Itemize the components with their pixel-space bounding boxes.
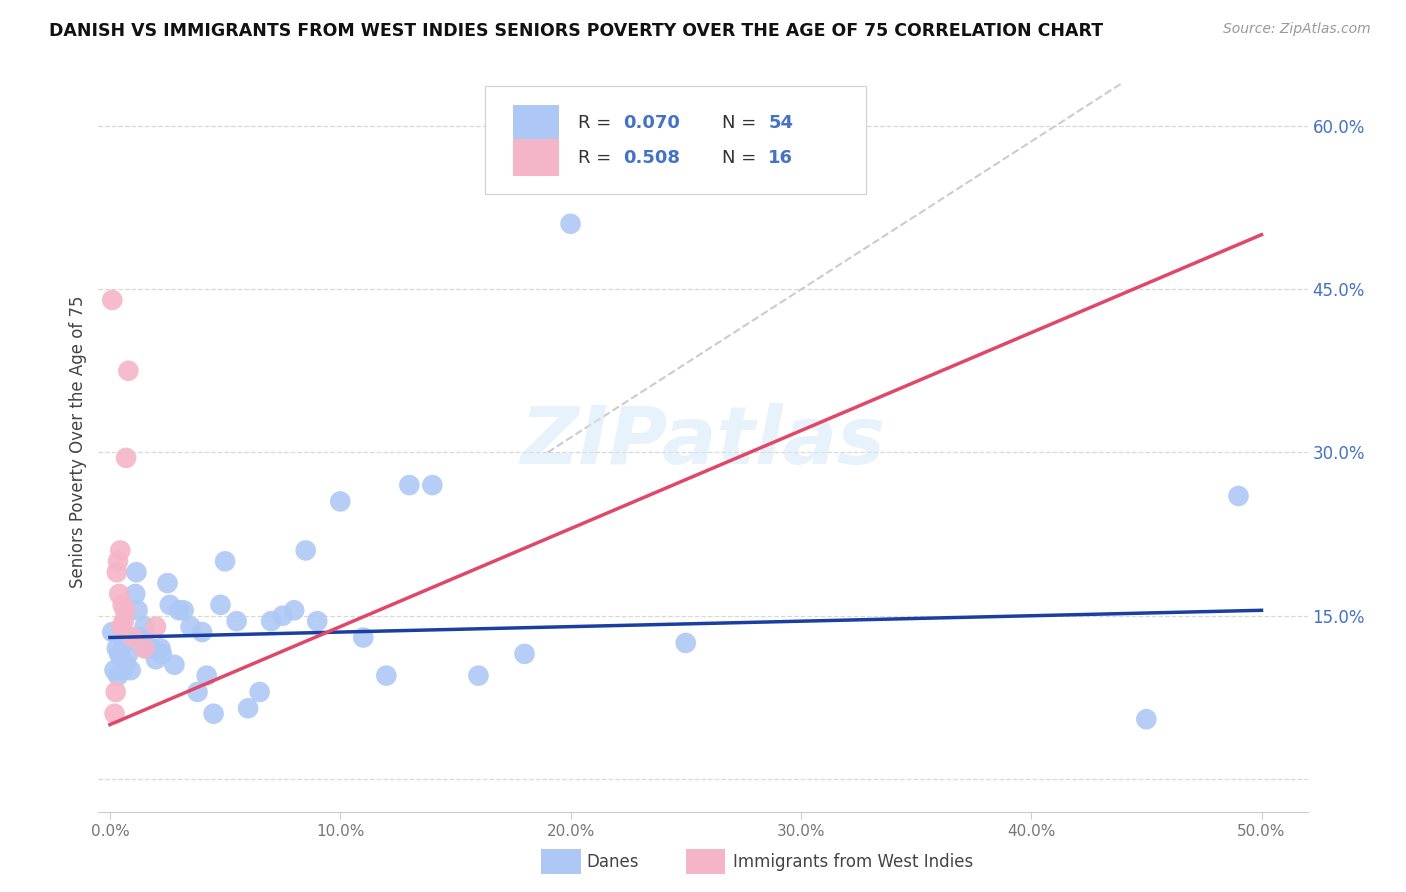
Point bbox=[352, 631, 374, 645]
Point bbox=[112, 636, 135, 650]
Point bbox=[375, 668, 398, 682]
Point bbox=[110, 652, 132, 666]
Point bbox=[120, 663, 142, 677]
Point bbox=[108, 647, 131, 661]
Point bbox=[467, 668, 489, 682]
Point bbox=[283, 603, 305, 617]
Point bbox=[173, 603, 195, 617]
Point bbox=[125, 565, 148, 579]
Point bbox=[103, 706, 125, 721]
Point bbox=[134, 641, 156, 656]
Text: DANISH VS IMMIGRANTS FROM WEST INDIES SENIORS POVERTY OVER THE AGE OF 75 CORRELA: DANISH VS IMMIGRANTS FROM WEST INDIES SE… bbox=[49, 22, 1104, 40]
Point bbox=[1227, 489, 1250, 503]
Point bbox=[294, 543, 316, 558]
Text: 54: 54 bbox=[768, 114, 793, 132]
Point bbox=[307, 614, 329, 628]
Point bbox=[118, 631, 141, 645]
Point bbox=[560, 217, 582, 231]
Point bbox=[115, 450, 138, 465]
Point bbox=[249, 685, 271, 699]
Text: Danes: Danes bbox=[586, 853, 638, 871]
Point bbox=[112, 614, 135, 628]
Point bbox=[110, 543, 132, 558]
Point bbox=[124, 587, 146, 601]
FancyBboxPatch shape bbox=[485, 87, 866, 194]
Point bbox=[202, 706, 225, 721]
Point bbox=[141, 641, 163, 656]
Text: N =: N = bbox=[723, 149, 762, 167]
Text: ZIPatlas: ZIPatlas bbox=[520, 402, 886, 481]
Point bbox=[105, 565, 128, 579]
FancyBboxPatch shape bbox=[513, 139, 560, 177]
Point bbox=[107, 668, 129, 682]
Point bbox=[513, 647, 536, 661]
Y-axis label: Seniors Poverty Over the Age of 75: Seniors Poverty Over the Age of 75 bbox=[69, 295, 87, 588]
Text: R =: R = bbox=[578, 149, 617, 167]
Point bbox=[167, 603, 190, 617]
Point bbox=[329, 494, 352, 508]
Point bbox=[260, 614, 283, 628]
Text: 0.070: 0.070 bbox=[623, 114, 681, 132]
Point bbox=[108, 587, 131, 601]
Point bbox=[163, 657, 186, 672]
Point bbox=[115, 657, 138, 672]
Point bbox=[107, 554, 129, 568]
Point bbox=[101, 625, 124, 640]
Point bbox=[111, 598, 134, 612]
Point bbox=[114, 603, 136, 617]
Point bbox=[122, 631, 145, 645]
Point bbox=[180, 619, 202, 633]
Point bbox=[209, 598, 232, 612]
Point bbox=[214, 554, 236, 568]
Point bbox=[127, 603, 149, 617]
Point bbox=[101, 293, 124, 307]
Point bbox=[105, 641, 128, 656]
Point bbox=[149, 641, 172, 656]
Point bbox=[236, 701, 259, 715]
Text: N =: N = bbox=[723, 114, 762, 132]
Point bbox=[117, 647, 139, 661]
Point bbox=[104, 685, 127, 699]
Point bbox=[675, 636, 697, 650]
Text: 16: 16 bbox=[768, 149, 793, 167]
Text: Source: ZipAtlas.com: Source: ZipAtlas.com bbox=[1223, 22, 1371, 37]
Point bbox=[225, 614, 247, 628]
Point bbox=[398, 478, 420, 492]
Point bbox=[103, 663, 125, 677]
Point bbox=[128, 631, 150, 645]
Point bbox=[111, 663, 134, 677]
Text: R =: R = bbox=[578, 114, 617, 132]
Point bbox=[145, 619, 167, 633]
Point bbox=[186, 685, 208, 699]
Point bbox=[134, 619, 156, 633]
Point bbox=[271, 608, 294, 623]
Point bbox=[1135, 712, 1157, 726]
Point bbox=[195, 668, 218, 682]
Point bbox=[117, 364, 139, 378]
Point bbox=[122, 631, 145, 645]
Point bbox=[191, 625, 214, 640]
Point bbox=[145, 652, 167, 666]
Point bbox=[422, 478, 444, 492]
Text: 0.508: 0.508 bbox=[623, 149, 681, 167]
Point bbox=[156, 576, 179, 591]
Point bbox=[135, 641, 157, 656]
Point bbox=[110, 619, 132, 633]
Text: Immigrants from West Indies: Immigrants from West Indies bbox=[733, 853, 973, 871]
Point bbox=[159, 598, 181, 612]
Point bbox=[150, 647, 173, 661]
FancyBboxPatch shape bbox=[513, 104, 560, 142]
